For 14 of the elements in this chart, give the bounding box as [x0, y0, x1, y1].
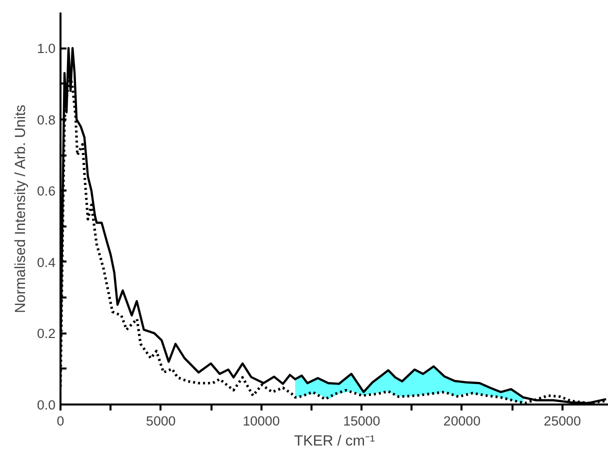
x-tick-label: 0	[56, 414, 64, 428]
y-tick-label: 0.6	[36, 184, 56, 199]
y-tick-label: 0.2	[36, 326, 56, 342]
x-tick-label: 25000	[544, 414, 581, 428]
y-tick-label: 1.0	[36, 41, 56, 56]
x-tick-label: 15000	[343, 414, 380, 428]
x-axis-title: TKER / cm⁻¹	[294, 434, 375, 450]
y-axis-title: Normalised Intensity / Arb. Units	[12, 104, 29, 314]
y-tick-label: 0.8	[36, 112, 56, 128]
y-tick-label: 0.0	[36, 398, 56, 412]
x-tick-label: 10000	[242, 414, 280, 428]
x-tick-label: 20000	[443, 414, 480, 428]
y-tick-label: 0.4	[36, 254, 56, 270]
x-tick-label: 5000	[146, 414, 176, 428]
